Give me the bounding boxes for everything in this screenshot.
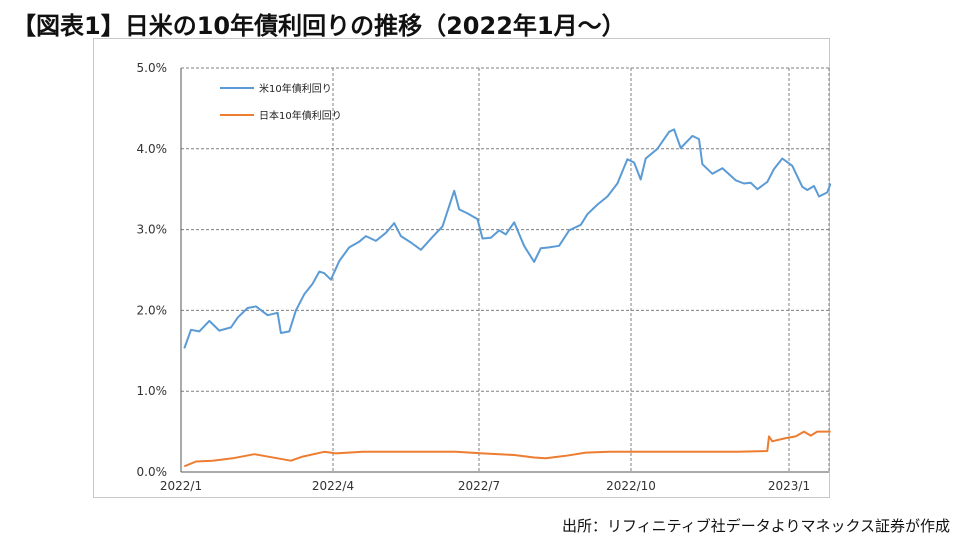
series-line-jp-10y [183,430,831,468]
legend-label: 日本10年債利回り [259,109,342,122]
y-tick-label: 3.0% [137,223,168,237]
y-tick-label: 4.0% [137,142,168,156]
series-layer [183,128,831,468]
x-axis-ticks: 2022/1 2022/4 2022/7 2022/10 2023/1 [160,479,810,493]
series-line-us-10y [183,128,831,349]
line-chart: 0.0%1.0%2.0%3.0%4.0%5.0% 2022/1 2022/4 202… [137,61,831,493]
y-tick-label: 1.0% [137,384,168,398]
x-tick-label: 2023/1 [768,479,810,493]
chart-frame: 0.0% 1.0% 2.0% 3.0% 4.0% 5.0% 2022/1 2022/4 202… [93,38,831,498]
y-axis-ticks: 0.0% 1.0% 2.0% 3.0% 4.0% 5.0% [137,61,168,479]
y-tick-label: 5.0% [137,61,168,75]
source-note: 出所：リフィニティブ社データよりマネックス証券が作成 [561,517,950,535]
y-tick-label: 0.0% [137,465,168,479]
x-tick-label: 2022/10 [606,479,656,493]
x-tick-label: 2022/1 [160,479,202,493]
gridlines [180,67,830,473]
x-tick-label: 2022/4 [312,479,354,493]
y-tick-label: 2.0% [137,303,168,317]
x-tick-label: 2022/7 [458,479,500,493]
chart-title: 【図表1】日米の10年債利回りの推移（2022年1月～） [12,12,626,40]
legend-label: 米10年債利回り [259,82,332,95]
